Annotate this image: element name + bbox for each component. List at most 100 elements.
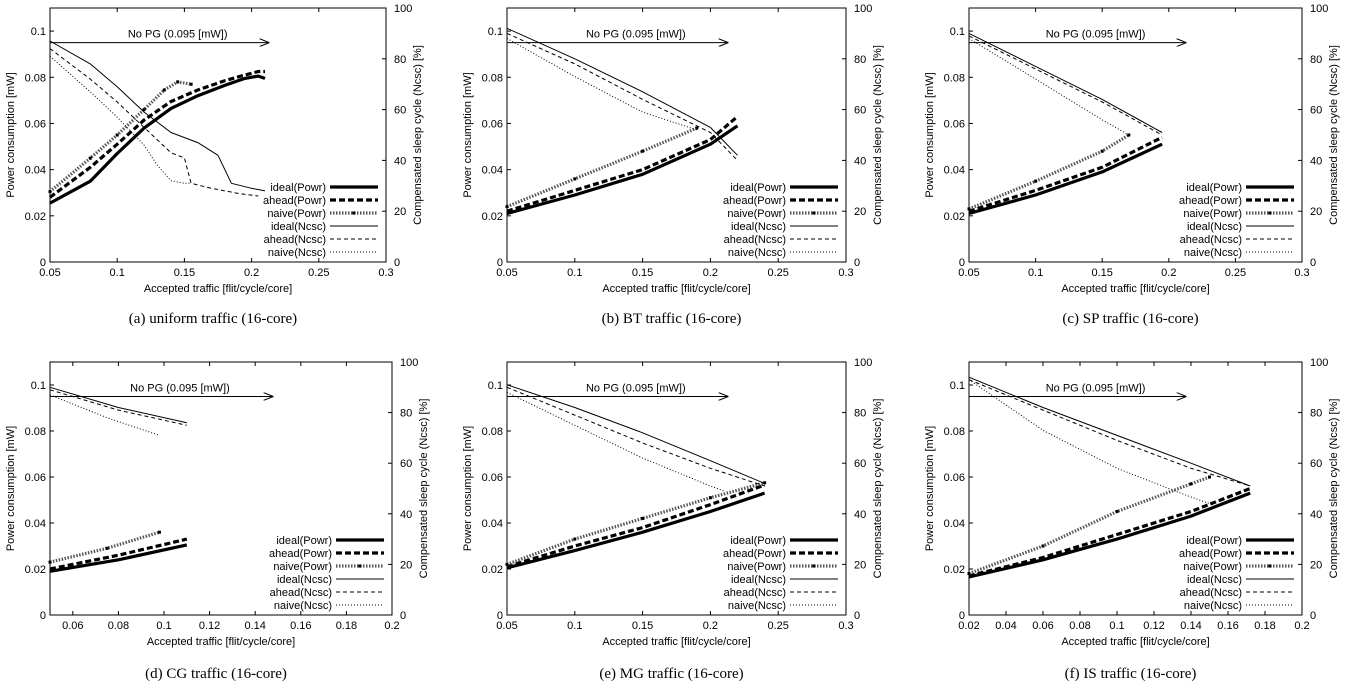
legend-label: naive(Powr) [267, 208, 326, 220]
no-pg-annotation: No PG (0.095 [mW]) [586, 383, 686, 395]
x-tick-label: 0.08 [108, 620, 129, 632]
data-point [763, 481, 767, 485]
y2-tick-label: 100 [400, 357, 418, 369]
y-tick-label: 0.02 [944, 211, 965, 223]
y2-tick-label: 100 [1310, 357, 1328, 369]
y-tick-label: 0.08 [944, 72, 965, 84]
chart-panel-5: 0.05 0.1 0.15 0.2 0.25 0.300.020.040.060.080.… [462, 357, 884, 682]
y2-tick-label: 80 [1310, 408, 1322, 420]
panel-caption: (c) SP traffic (16-core) [1062, 311, 1198, 327]
data-point [1127, 133, 1131, 137]
data-point [505, 205, 509, 209]
x-tick-label: 0.1 [110, 267, 125, 279]
x-tick-label: 0.02 [958, 620, 979, 632]
data-point [695, 126, 699, 130]
legend-label: ahead(Ncsc) [724, 234, 786, 246]
y2-tick-label: 100 [394, 3, 412, 15]
legend-marker [1268, 211, 1272, 215]
no-pg-annotation: No PG (0.095 [mW]) [1046, 383, 1146, 395]
y2-tick-label: 60 [1310, 105, 1322, 117]
x-tick-label: 0.06 [62, 620, 83, 632]
y-tick-label: 0.1 [950, 26, 965, 38]
x-tick-label: 0.1 [1028, 267, 1043, 279]
data-point [105, 546, 109, 550]
series-line-ahead-ncsc [49, 48, 259, 197]
data-point [1100, 149, 1104, 153]
x-axis-label: Accepted traffic [flit/cycle/core] [147, 636, 295, 648]
data-point [641, 516, 645, 520]
legend-label: ideal(Powr) [270, 182, 326, 194]
chart-panel-1: 0.05 0.1 0.15 0.2 0.25 0.300.020.040.060.080.… [5, 3, 424, 327]
x-tick-label: 0.12 [1143, 620, 1164, 632]
y2-tick-label: 20 [394, 206, 406, 218]
y2-tick-label: 100 [854, 357, 872, 369]
legend-label: ahead(Powr) [1179, 548, 1242, 560]
y2-tick-label: 80 [400, 408, 412, 420]
y-tick-label: 0.02 [25, 564, 46, 576]
series-line-ideal-powr [968, 142, 1163, 216]
legend-label: naive(Ncsc) [728, 247, 786, 259]
y-tick-label: 0.04 [482, 165, 503, 177]
series-line-naive-powr [968, 133, 1130, 211]
y-axis-label: Power consumption [mW] [5, 426, 17, 551]
y-tick-label: 0.06 [25, 118, 46, 130]
legend-label: naive(Powr) [1183, 208, 1242, 220]
x-tick-label: 0.15 [174, 267, 195, 279]
x-tick-label: 0.25 [1225, 267, 1246, 279]
y-tick-label: 0.1 [488, 26, 503, 38]
x-axis-label: Accepted traffic [flit/cycle/core] [1061, 283, 1209, 295]
x-tick-label: 0.2 [1161, 267, 1176, 279]
y2-tick-label: 40 [1310, 155, 1322, 167]
panel-caption: (f) IS traffic (16-core) [1065, 666, 1197, 682]
y-axis-label: Power consumption [mW] [462, 72, 474, 197]
y2-tick-label: 80 [1310, 54, 1322, 66]
y2-axis-label: Compensated sleep cycle (Ncsc) [%] [412, 45, 424, 225]
series-line-naive-ncsc [49, 394, 160, 436]
x-tick-label: 0.12 [199, 620, 220, 632]
y2-tick-label: 0 [1310, 610, 1316, 622]
x-tick-label: 0.14 [1180, 620, 1201, 632]
legend-label: naive(Ncsc) [1184, 600, 1242, 612]
data-point [967, 207, 971, 211]
series-line-naive-ncsc [49, 55, 192, 184]
series-line-ahead-powr [968, 487, 1251, 578]
y2-tick-label: 0 [394, 257, 400, 269]
y-tick-label: 0.04 [944, 518, 965, 530]
legend-label: naive(Ncsc) [268, 247, 326, 259]
y-tick-label: 0.02 [482, 211, 503, 223]
panel-caption: (d) CG traffic (16-core) [145, 666, 287, 682]
data-point [115, 133, 119, 137]
y2-axis-label: Compensated sleep cycle (Ncsc) [%] [872, 45, 884, 225]
legend-marker [352, 211, 356, 215]
y-tick-label: 0.04 [482, 518, 503, 530]
series-line-naive-powr [506, 481, 766, 566]
y-tick-label: 0 [497, 257, 503, 269]
legend-label: ahead(Ncsc) [724, 587, 786, 599]
y2-tick-label: 60 [854, 105, 866, 117]
series-line-ahead-ncsc [968, 379, 1251, 487]
x-tick-label: 0.3 [838, 267, 853, 279]
legend-label: ahead(Powr) [263, 195, 326, 207]
y-tick-label: 0 [40, 610, 46, 622]
legend-label: ahead(Powr) [269, 548, 332, 560]
y-tick-label: 0.06 [25, 472, 46, 484]
data-point [1115, 510, 1119, 513]
data-point [176, 80, 180, 84]
y2-tick-label: 60 [394, 105, 406, 117]
x-tick-label: 0.3 [838, 620, 853, 632]
plot-frame [968, 361, 1303, 616]
y-tick-label: 0.1 [950, 380, 965, 392]
legend-label: naive(Powr) [1183, 561, 1242, 573]
y-tick-label: 0 [40, 257, 46, 269]
no-pg-annotation: No PG (0.095 [mW]) [130, 383, 230, 395]
y-tick-label: 0.02 [482, 564, 503, 576]
legend-label: ideal(Powr) [1186, 535, 1242, 547]
x-tick-label: 0.05 [496, 620, 517, 632]
y2-tick-label: 100 [854, 3, 872, 15]
y2-tick-label: 20 [400, 559, 412, 571]
y-axis-label: Power consumption [mW] [5, 72, 17, 197]
series-line-ideal-ncsc [968, 32, 1163, 133]
legend-label: naive(Ncsc) [728, 600, 786, 612]
data-point [1189, 482, 1193, 486]
y-axis-label: Power consumption [mW] [462, 426, 474, 551]
